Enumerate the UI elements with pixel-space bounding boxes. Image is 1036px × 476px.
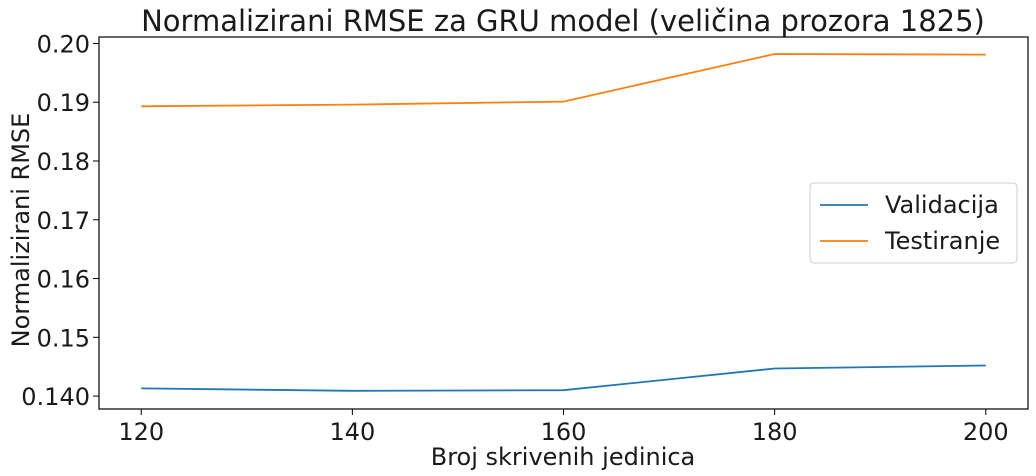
y-tick-label: 0.20: [37, 30, 90, 58]
x-tick-label: 180: [752, 418, 798, 446]
y-tick-label: 0.19: [37, 89, 90, 117]
x-tick-label: 140: [329, 418, 375, 446]
legend: Validacija Testiranje: [809, 182, 1018, 264]
legend-box: [809, 182, 1018, 264]
x-tick-label: 160: [541, 418, 587, 446]
y-tick-label: 0.140: [21, 383, 90, 411]
y-axis-label: Normalizirani RMSE: [7, 113, 35, 348]
series-line-validacija: [141, 364, 986, 392]
chart-title: Normalizirani RMSE za GRU model (veličin…: [141, 4, 985, 38]
x-tick-label: 200: [963, 418, 1009, 446]
y-tick-label: 0.17: [37, 207, 90, 235]
series-lines: [141, 53, 986, 392]
y-tick-label: 0.15: [37, 324, 90, 352]
legend-label: Testiranje: [884, 227, 1000, 255]
x-tick-label: 120: [118, 418, 164, 446]
y-tick-label: 0.16: [37, 266, 90, 294]
legend-label: Validacija: [885, 191, 999, 219]
x-axis-label: Broj skrivenih jedinica: [431, 443, 696, 471]
axis-ticks: 120 140 160 180 200 0.140 0.15 0.16 0.17 0.18 0.19…: [21, 30, 1008, 446]
series-line-testiranje: [141, 53, 986, 108]
y-tick-label: 0.18: [37, 148, 90, 176]
